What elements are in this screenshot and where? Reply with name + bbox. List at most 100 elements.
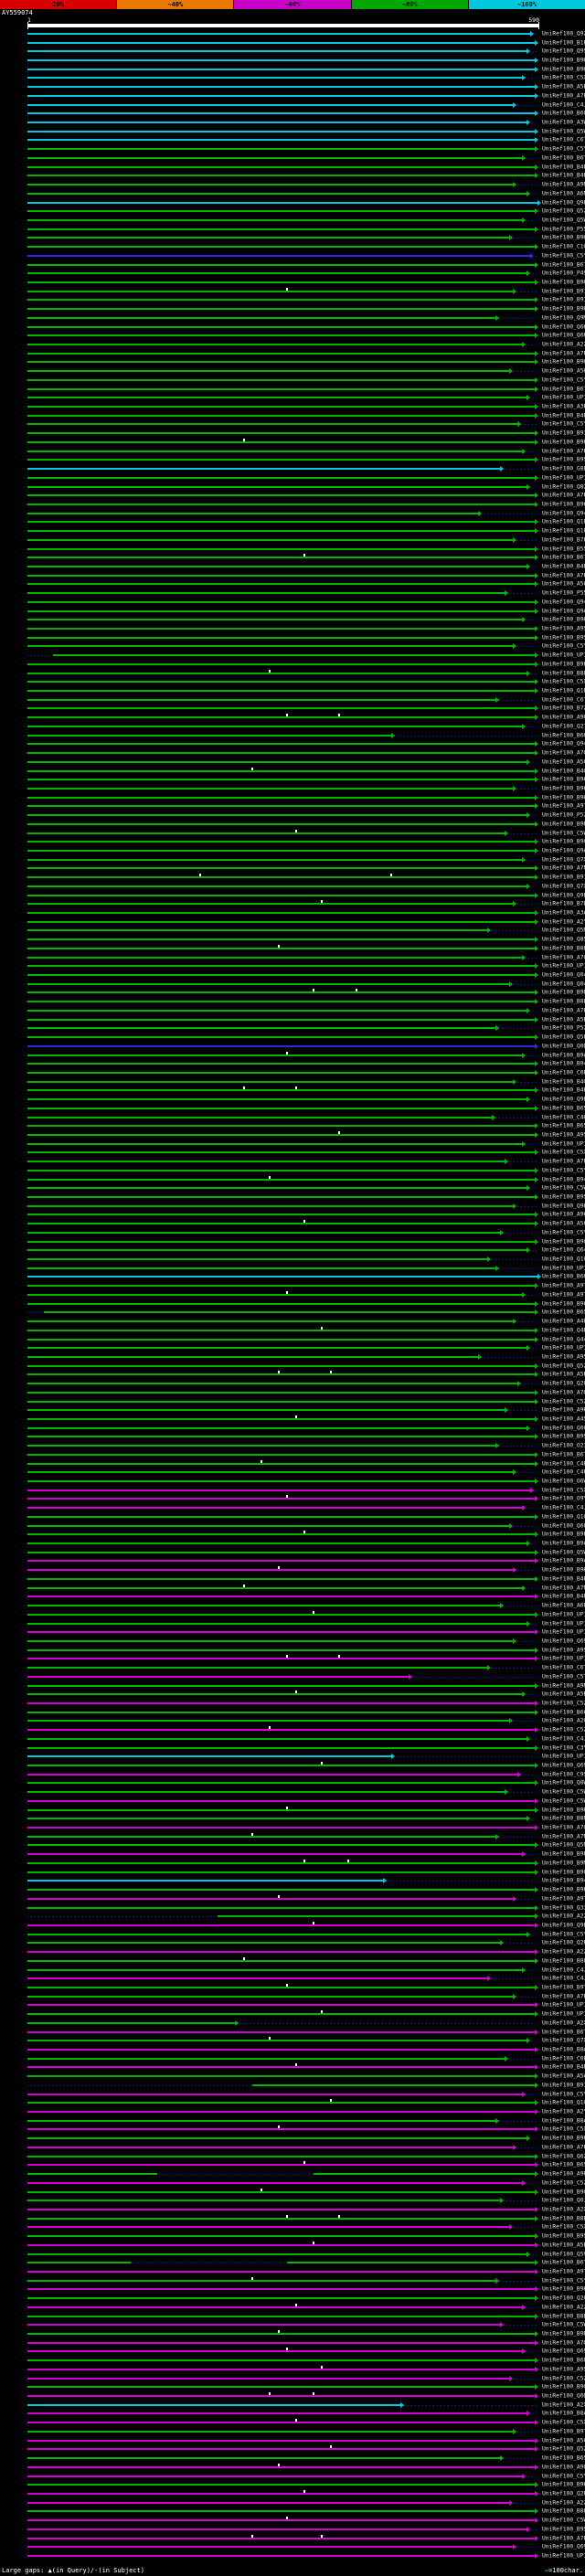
hsp-bar[interactable] <box>27 1755 392 1758</box>
hsp-bar[interactable] <box>27 1204 514 1207</box>
hsp-bar[interactable] <box>27 2128 536 2131</box>
hit-label[interactable]: UniRef100_Q6ZKC0 <box>542 2153 585 2160</box>
hsp-bar[interactable] <box>27 512 479 514</box>
hsp-bar[interactable] <box>27 867 536 870</box>
hsp-bar[interactable] <box>27 2395 536 2398</box>
hsp-bar[interactable] <box>27 290 514 292</box>
hit-label[interactable]: UniRef100_UPI0000... <box>542 2001 585 2009</box>
hit-label[interactable]: UniRef100_A2Z8W4 <box>542 2499 585 2507</box>
hit-label[interactable]: UniRef100_B9GVS3 <box>542 2383 585 2390</box>
hit-label[interactable]: UniRef100_C5W631 <box>542 1797 585 1805</box>
hsp-bar[interactable] <box>27 1489 531 1491</box>
hsp-bar[interactable] <box>27 672 526 674</box>
hit-label[interactable]: UniRef100_B9HQ57 <box>542 1566 585 1574</box>
hit-label[interactable]: UniRef100_B6TZ30 <box>542 2029 585 2036</box>
hit-label[interactable]: UniRef100_B6SWY3 <box>542 1309 585 1316</box>
hit-label[interactable]: UniRef100_B9HLW8 <box>542 305 585 313</box>
hsp-bar[interactable] <box>27 690 536 693</box>
hsp-bar[interactable] <box>27 184 514 186</box>
hsp-bar[interactable] <box>27 2465 536 2468</box>
hit-label[interactable]: UniRef100_Q94717 <box>542 599 585 606</box>
hsp-bar[interactable] <box>27 1959 536 1962</box>
hit-label[interactable]: UniRef100_C4PER3 <box>542 1468 585 1476</box>
hsp-bar[interactable] <box>27 2510 536 2513</box>
hit-label[interactable]: UniRef100_A2XV70 <box>542 2401 585 2409</box>
hit-label[interactable]: UniRef100_Q82229 <box>542 483 585 491</box>
hit-label[interactable]: UniRef100_B96V12 <box>542 785 585 792</box>
hit-label[interactable]: UniRef100_B8B4V5 <box>542 2215 585 2222</box>
hsp-bar[interactable] <box>27 805 536 808</box>
hsp-bar[interactable] <box>27 103 514 106</box>
hsp-bar[interactable] <box>27 2403 400 2406</box>
hit-label[interactable]: UniRef100_B9FUM7 <box>542 989 585 996</box>
hsp-bar[interactable] <box>27 610 536 612</box>
hit-label[interactable]: UniRef100_C5XFT1 <box>542 2419 585 2426</box>
hit-label[interactable]: UniRef100_C6TH75 <box>542 696 585 704</box>
hsp-bar[interactable] <box>27 1285 536 1288</box>
hit-label[interactable]: UniRef100_B9LL36 <box>542 661 585 668</box>
hit-label[interactable]: UniRef100_C4JF88 <box>542 1735 585 1743</box>
hsp-bar[interactable] <box>27 316 496 319</box>
hsp-bar[interactable] <box>27 920 536 923</box>
hsp-bar[interactable] <box>27 1737 526 1740</box>
hit-label[interactable]: UniRef100_Q00WP6 <box>542 1425 585 1432</box>
hit-label[interactable]: UniRef100_UPI0000... <box>542 1620 585 1627</box>
hit-label[interactable]: UniRef100_C5WPM2 <box>542 2321 585 2328</box>
hsp-bar[interactable] <box>27 2359 536 2362</box>
hsp-bar[interactable] <box>27 139 536 142</box>
hit-label[interactable]: UniRef100_B8AEC9 <box>542 2410 585 2417</box>
hit-label[interactable]: UniRef100_B9HLN0 <box>542 57 585 64</box>
hit-label[interactable]: UniRef100_C3YH61 <box>542 1744 585 1752</box>
hsp-bar[interactable] <box>27 991 536 994</box>
hsp-bar[interactable] <box>27 1924 536 1926</box>
hsp-bar[interactable] <box>27 1844 536 1847</box>
hsp-bar[interactable] <box>27 1098 526 1101</box>
hsp-bar[interactable] <box>27 2146 514 2148</box>
hit-label[interactable]: UniRef100_B9MW65 <box>542 1860 585 1867</box>
hsp-bar[interactable] <box>27 2315 536 2317</box>
hit-label[interactable]: UniRef100_B9R442 <box>542 439 585 446</box>
hit-label[interactable]: UniRef100_B6U5E6 <box>542 110 585 117</box>
hsp-bar[interactable] <box>27 1054 522 1056</box>
hit-label[interactable]: UniRef100_UPI0000... <box>542 1753 585 1760</box>
hsp-bar[interactable] <box>27 2386 536 2389</box>
hit-label[interactable]: UniRef100_Q9FXV5 <box>542 1922 585 1929</box>
hsp-bar[interactable] <box>27 1577 536 1580</box>
hit-label[interactable]: UniRef100_Q8W4F9 <box>542 1779 585 1786</box>
hit-label[interactable]: UniRef100_Q33062 <box>542 1904 585 1912</box>
hit-label[interactable]: UniRef100_Q04F9C <box>542 981 585 988</box>
hsp-bar[interactable] <box>27 832 505 834</box>
hit-label[interactable]: UniRef100_B6TPZ9 <box>542 154 585 162</box>
hit-label[interactable]: UniRef100_A3WAP2 <box>542 119 585 126</box>
hsp-bar[interactable] <box>27 894 536 896</box>
hit-label[interactable]: UniRef100_Q1PF06-2 <box>542 518 585 525</box>
hsp-bar[interactable] <box>27 228 536 230</box>
hsp-bar[interactable] <box>27 1383 518 1385</box>
hit-label[interactable]: UniRef100_O9YVQ2 <box>542 1495 585 1502</box>
hit-label[interactable]: UniRef100_B94E50 <box>542 1877 585 1884</box>
hsp-bar[interactable] <box>27 2057 505 2060</box>
hsp-bar[interactable] <box>27 334 536 337</box>
hsp-bar[interactable] <box>27 308 536 311</box>
hsp-bar[interactable] <box>27 1977 487 1980</box>
hit-label[interactable]: UniRef100_Q5LEY1 <box>542 1034 585 1041</box>
hit-label[interactable]: UniRef100_A9TPP2 <box>542 1895 585 1903</box>
hit-label[interactable]: UniRef100_B9HCD3 <box>542 234 585 241</box>
hsp-bar[interactable] <box>27 538 514 541</box>
hit-label[interactable]: UniRef100_B6T987 <box>542 261 585 269</box>
hsp-bar[interactable] <box>27 521 536 524</box>
hsp-bar[interactable] <box>27 2119 496 2122</box>
hit-label[interactable]: UniRef100_A9U411 <box>542 714 585 721</box>
hsp-bar[interactable] <box>27 734 392 737</box>
hit-label[interactable]: UniRef100_Q9M499 <box>542 314 585 322</box>
hit-label[interactable]: UniRef100_B6TQ90 <box>542 554 585 561</box>
hit-label[interactable]: UniRef100_Q9FEU4 <box>542 1096 585 1103</box>
hit-label[interactable]: UniRef100_Q10LQ1 <box>542 1513 585 1521</box>
hit-label[interactable]: UniRef100_A7PFX8 <box>542 492 585 499</box>
hsp-bar[interactable] <box>27 1240 536 1243</box>
hsp-bar[interactable] <box>27 112 536 115</box>
hsp-bar[interactable] <box>27 779 536 781</box>
hit-label[interactable]: UniRef100_B4FF53 <box>542 1087 585 1094</box>
hsp-bar[interactable] <box>27 2021 236 2024</box>
hit-label[interactable]: UniRef100_C5Y1H2 <box>542 1229 585 1236</box>
